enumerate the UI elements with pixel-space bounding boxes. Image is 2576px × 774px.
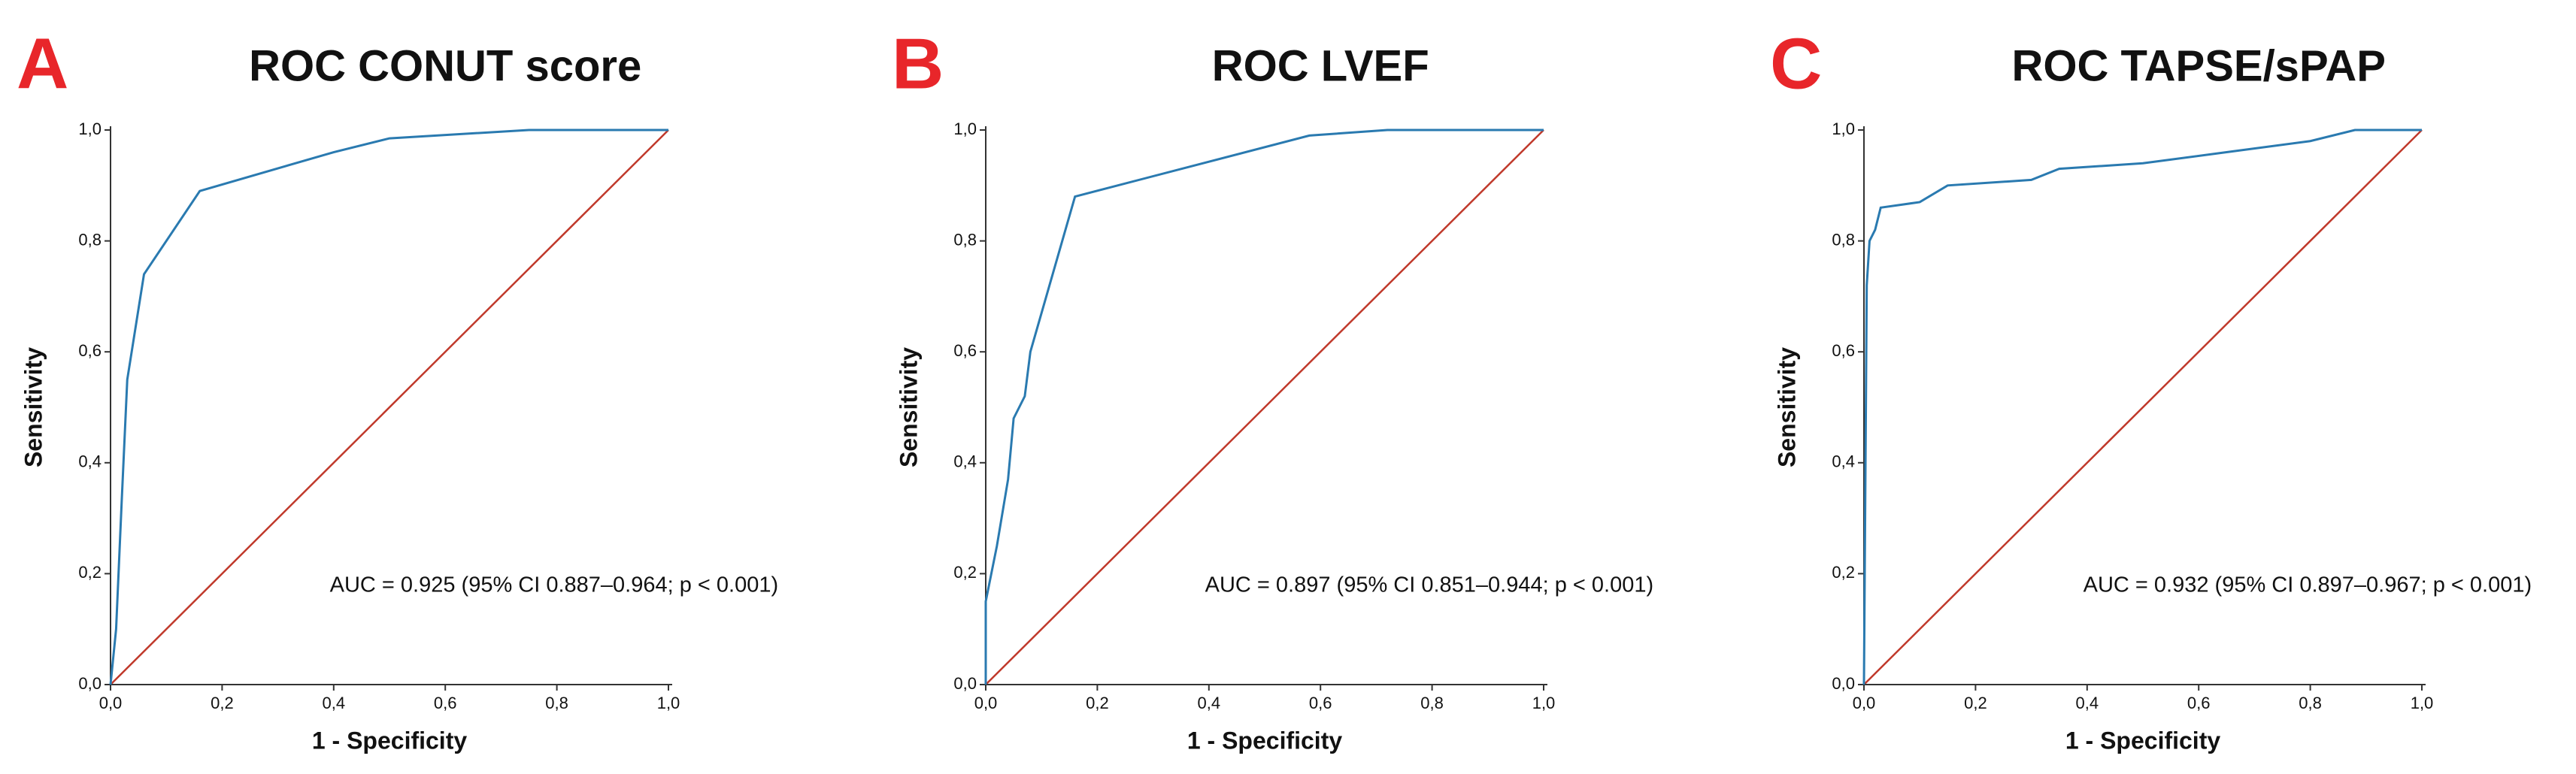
y-tick-label: 0,8	[953, 230, 977, 249]
x-axis-label: 1 - Specificity	[312, 727, 468, 754]
annotation: AUC = 0.925 (95% CI 0.887–0.964; p < 0.0…	[330, 573, 779, 597]
x-tick-label: 0,4	[323, 694, 346, 712]
x-tick-label: 0,2	[1964, 694, 1987, 712]
roc-curve	[984, 128, 1544, 685]
x-tick-label: 0,6	[434, 694, 457, 712]
y-tick-label: 0,2	[953, 563, 977, 582]
x-tick-label: 0,8	[2299, 694, 2322, 712]
roc-curve	[109, 128, 668, 685]
x-tick-label: 0,6	[2187, 694, 2211, 712]
y-tick-label: 0,6	[78, 341, 102, 360]
y-tick-label: 1,0	[78, 119, 102, 138]
panel-label: B	[892, 23, 944, 104]
y-axis-label: Sensitivity	[895, 347, 922, 467]
x-tick-label: 0,2	[211, 694, 234, 712]
y-tick-label: 0,0	[78, 674, 102, 693]
y-axis-label: Sensitivity	[20, 347, 47, 467]
x-tick-label: 1,0	[1532, 694, 1556, 712]
roc-curve	[1862, 128, 2422, 685]
x-axis-label: 1 - Specificity	[2065, 727, 2221, 754]
panel-label: A	[17, 23, 68, 104]
y-tick-label: 0,6	[953, 341, 977, 360]
x-tick-label: 0,8	[545, 694, 568, 712]
y-tick-label: 0,4	[953, 452, 977, 471]
x-tick-label: 0,0	[1853, 694, 1876, 712]
x-tick-label: 0,4	[1198, 694, 1221, 712]
y-axis-label: Sensitivity	[1773, 347, 1800, 467]
y-tick-label: 0,6	[1832, 341, 1855, 360]
x-tick-label: 0,6	[1309, 694, 1332, 712]
x-tick-label: 1,0	[2411, 694, 2434, 712]
reference-line	[985, 129, 1544, 685]
chart-title: ROC LVEF	[1212, 41, 1429, 90]
x-tick-label: 0,4	[2076, 694, 2099, 712]
chart-title: ROC CONUT score	[249, 41, 641, 90]
reference-line	[1863, 129, 2423, 685]
annotation: AUC = 0.932 (95% CI 0.897–0.967; p < 0.0…	[2084, 573, 2532, 597]
panel-label: C	[1770, 23, 1822, 104]
x-tick-label: 1,0	[657, 694, 680, 712]
annotation: AUC = 0.897 (95% CI 0.851–0.944; p < 0.0…	[1205, 573, 1654, 597]
y-tick-label: 0,8	[1832, 230, 1855, 249]
y-tick-label: 0,4	[78, 452, 102, 471]
x-tick-label: 0,2	[1086, 694, 1109, 712]
y-tick-label: 0,8	[78, 230, 102, 249]
y-tick-label: 1,0	[953, 119, 977, 138]
y-tick-label: 0,0	[1832, 674, 1855, 693]
y-tick-label: 0,2	[1832, 563, 1855, 582]
y-tick-label: 0,0	[953, 674, 977, 693]
x-tick-label: 0,0	[974, 694, 998, 712]
y-tick-label: 0,2	[78, 563, 102, 582]
y-tick-label: 1,0	[1832, 119, 1855, 138]
reference-line	[110, 129, 669, 685]
y-tick-label: 0,4	[1832, 452, 1855, 471]
chart-title: ROC TAPSE/sPAP	[2012, 41, 2386, 90]
x-tick-label: 0,8	[1420, 694, 1444, 712]
x-axis-label: 1 - Specificity	[1187, 727, 1343, 754]
x-tick-label: 0,0	[99, 694, 123, 712]
